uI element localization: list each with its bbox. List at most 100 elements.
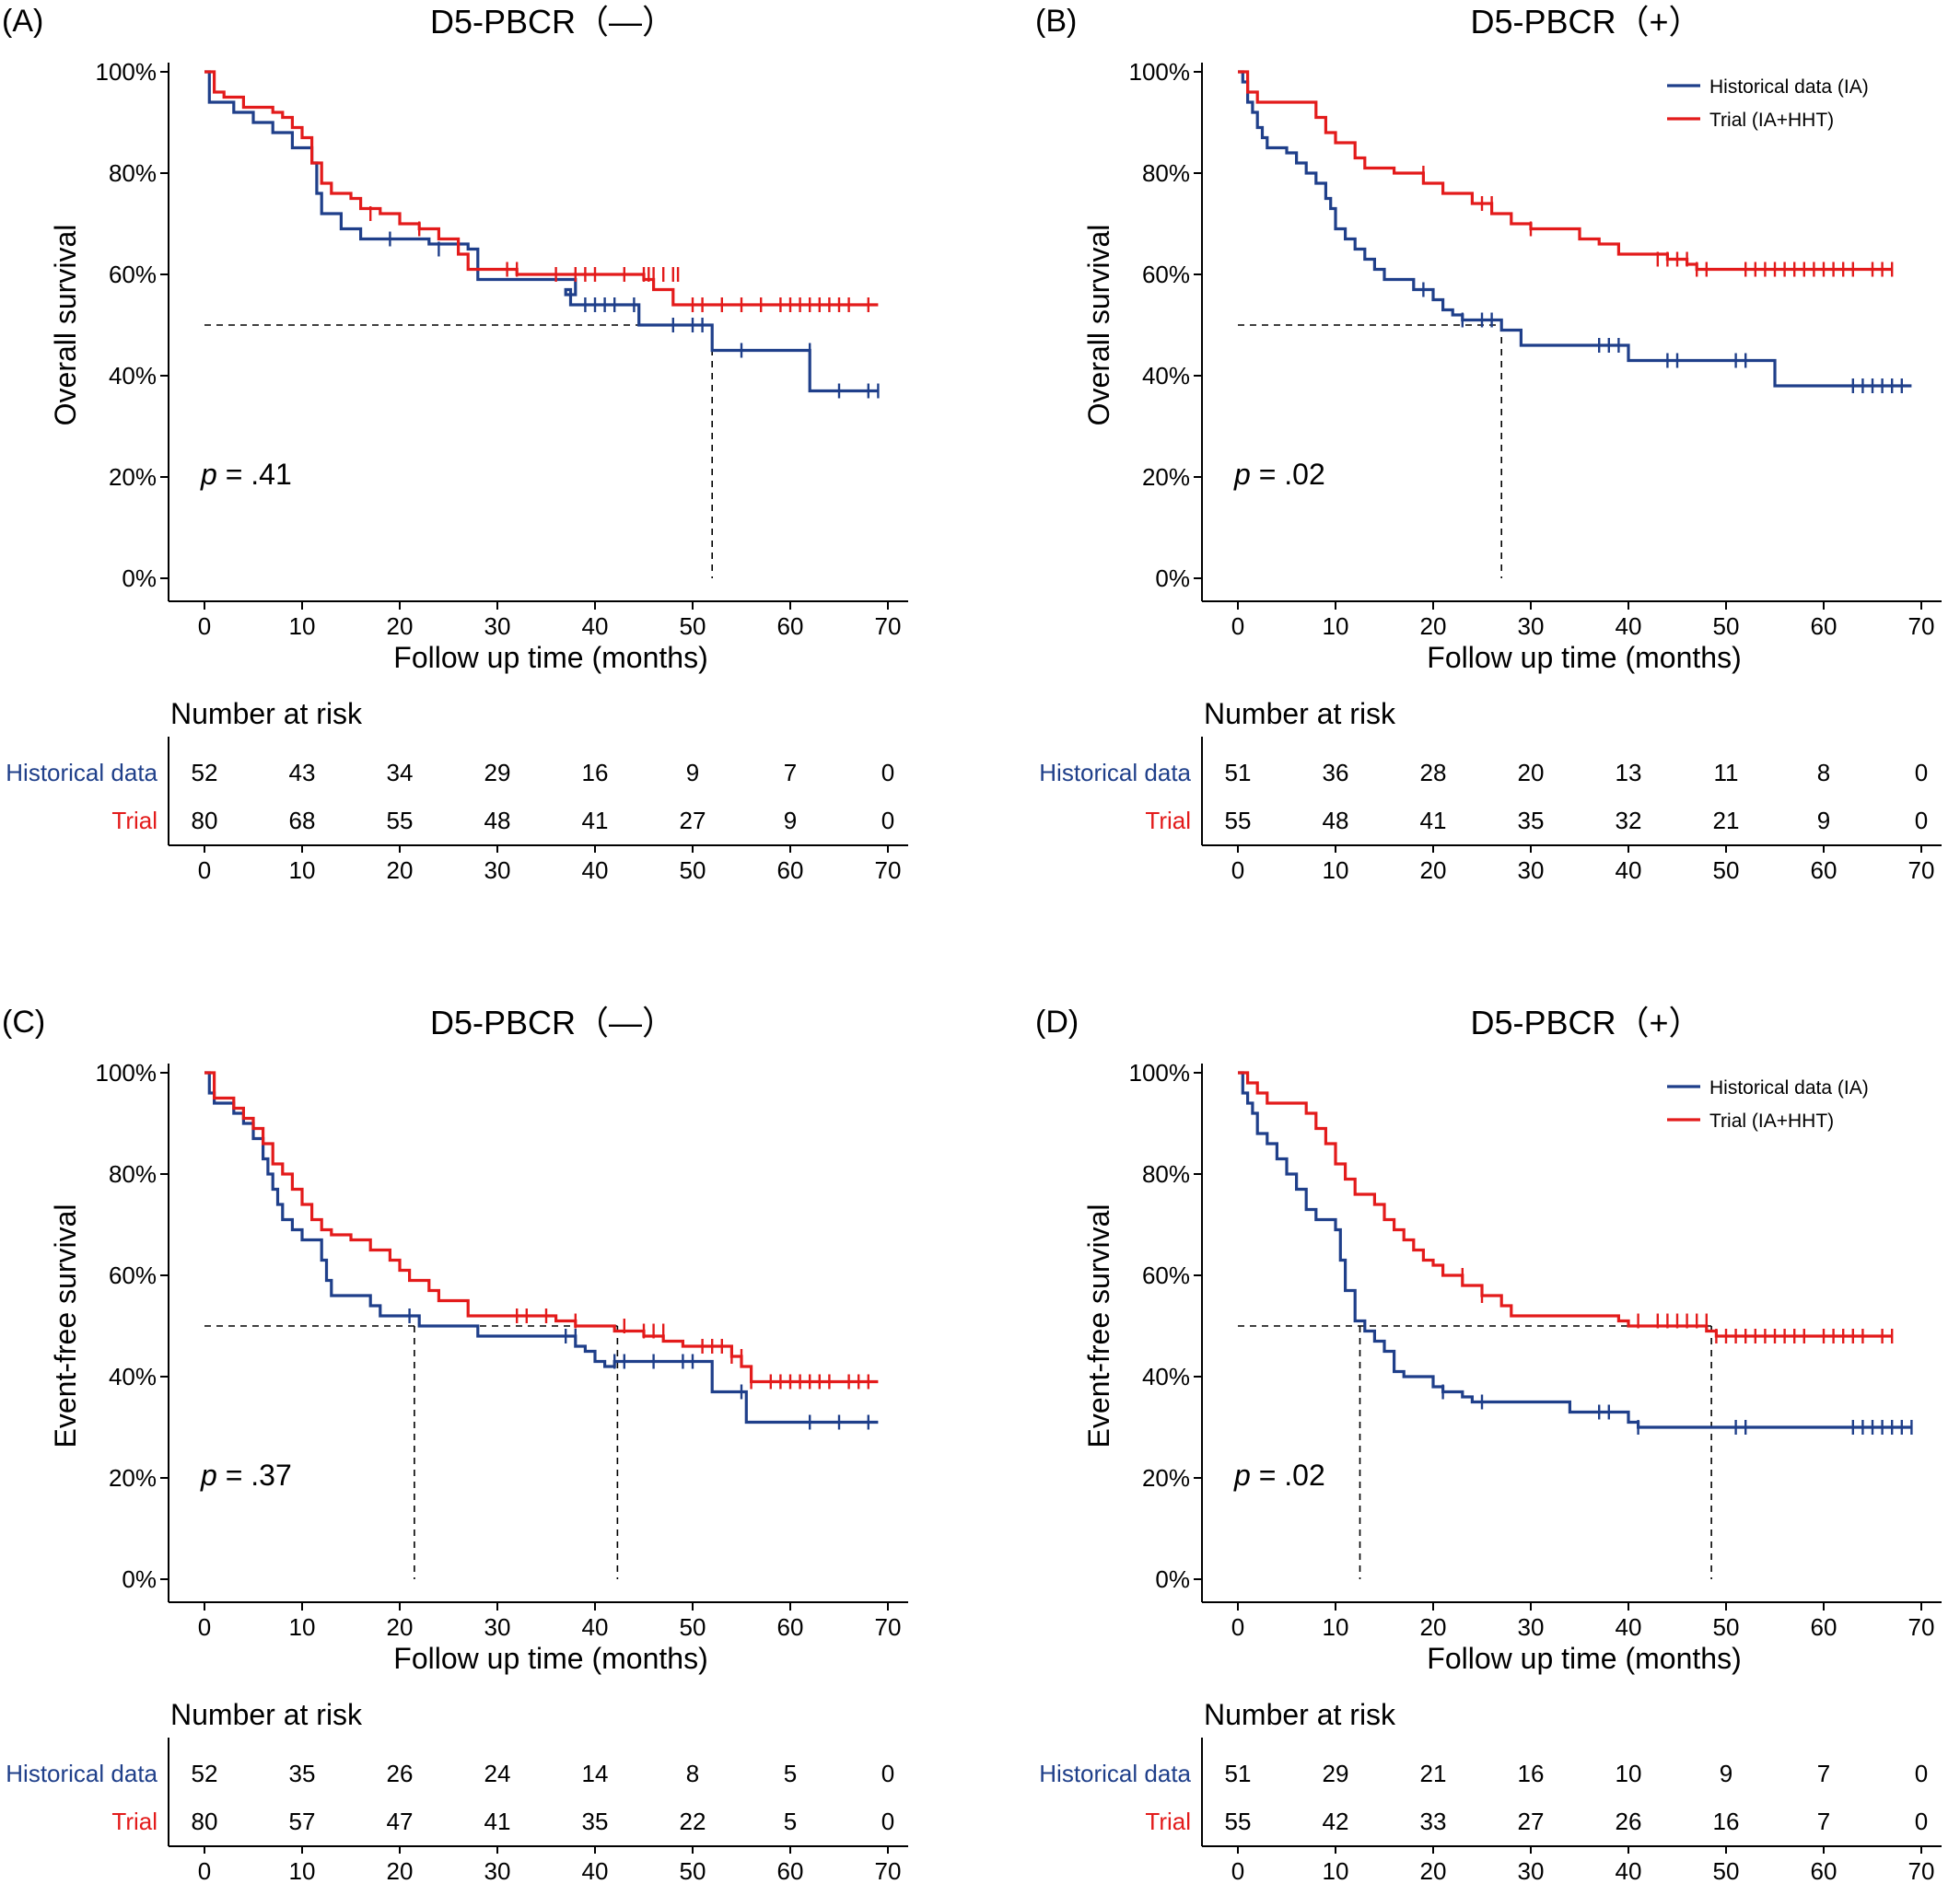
p-value: p = .41 xyxy=(200,458,292,491)
risk-row-label-trial: Trial xyxy=(111,1808,158,1835)
x-tick-label: 40 xyxy=(582,1613,609,1641)
risk-x-tick-label: 30 xyxy=(484,856,511,884)
x-axis-label: Follow up time (months) xyxy=(393,1642,707,1675)
risk-x-tick-label: 10 xyxy=(1323,1857,1349,1884)
y-tick-label: 80% xyxy=(1142,1160,1190,1188)
risk-value: 48 xyxy=(484,807,511,834)
risk-value: 16 xyxy=(1518,1760,1545,1787)
p-value-symbol: p xyxy=(1233,1459,1251,1492)
panel-letter: (B) xyxy=(1035,4,1077,39)
risk-value: 0 xyxy=(881,807,894,834)
y-tick-label: 80% xyxy=(1142,159,1190,187)
x-tick-label: 20 xyxy=(387,612,414,640)
risk-x-tick-label: 10 xyxy=(289,856,316,884)
historical-survival-curve xyxy=(1238,1071,1912,1429)
risk-value: 7 xyxy=(1817,1808,1830,1835)
p-value-text: = .02 xyxy=(1251,1459,1325,1492)
p-value: p = .37 xyxy=(200,1459,292,1492)
x-axis-label: Follow up time (months) xyxy=(393,641,707,674)
risk-value: 21 xyxy=(1713,807,1740,834)
risk-value: 5 xyxy=(784,1808,797,1835)
risk-x-tick-label: 60 xyxy=(1811,1857,1838,1884)
risk-x-tick-label: 20 xyxy=(1420,856,1447,884)
risk-table-title: Number at risk xyxy=(1204,1698,1396,1731)
risk-x-tick-label: 70 xyxy=(875,1857,902,1884)
risk-x-tick-label: 70 xyxy=(1908,856,1935,884)
y-tick-label: 20% xyxy=(109,463,157,491)
risk-value: 22 xyxy=(680,1808,706,1835)
p-value-text: = .41 xyxy=(217,458,292,491)
y-tick-label: 0% xyxy=(1155,1565,1190,1593)
panel-letter: (A) xyxy=(2,4,43,39)
risk-x-tick-label: 30 xyxy=(484,1857,511,1884)
x-tick-label: 30 xyxy=(484,612,511,640)
risk-value: 13 xyxy=(1616,759,1642,786)
risk-value: 16 xyxy=(582,759,609,786)
risk-value: 29 xyxy=(484,759,511,786)
x-tick-label: 30 xyxy=(1518,1613,1545,1641)
historical-survival-curve xyxy=(1238,70,1912,388)
x-tick-label: 70 xyxy=(1908,612,1935,640)
panel-letter: (C) xyxy=(2,1005,45,1040)
y-tick-label: 20% xyxy=(1142,1464,1190,1492)
y-axis-label: Event-free survival xyxy=(49,1204,82,1448)
p-value-text: = .02 xyxy=(1251,458,1325,491)
risk-value: 55 xyxy=(1225,807,1252,834)
p-value-symbol: p xyxy=(200,1459,217,1492)
x-tick-label: 30 xyxy=(484,1613,511,1641)
risk-x-tick-label: 40 xyxy=(582,1857,609,1884)
legend-label: Trial (IA+HHT) xyxy=(1709,1111,1834,1132)
trial-survival-curve xyxy=(1238,1071,1893,1338)
y-tick-label: 100% xyxy=(1129,58,1191,86)
x-tick-label: 20 xyxy=(1420,1613,1447,1641)
risk-value: 7 xyxy=(1817,1760,1830,1787)
risk-x-tick-label: 50 xyxy=(680,856,706,884)
p-value-text: = .37 xyxy=(217,1459,292,1492)
x-tick-label: 20 xyxy=(1420,612,1447,640)
x-tick-label: 0 xyxy=(198,612,211,640)
risk-value: 0 xyxy=(1915,1760,1928,1787)
y-tick-label: 80% xyxy=(109,1160,157,1188)
risk-value: 34 xyxy=(387,759,414,786)
y-axis-label: Overall survival xyxy=(1082,225,1115,426)
risk-value: 55 xyxy=(1225,1808,1252,1835)
risk-value: 35 xyxy=(1518,807,1545,834)
x-tick-label: 50 xyxy=(680,612,706,640)
x-tick-label: 50 xyxy=(1713,612,1740,640)
panel-b: (B) D5-PBCR（+） 0% 20% 40% 60% 80% 100% 0 10 20 30 40… xyxy=(1035,3,1942,884)
y-tick-label: 100% xyxy=(96,1059,158,1087)
x-tick-label: 20 xyxy=(387,1613,414,1641)
risk-table-title: Number at risk xyxy=(1204,697,1396,730)
y-tick-label: 60% xyxy=(109,1262,157,1289)
risk-x-tick-label: 0 xyxy=(198,1857,211,1884)
p-value: p = .02 xyxy=(1233,458,1325,491)
x-tick-label: 10 xyxy=(289,1613,316,1641)
y-tick-label: 0% xyxy=(122,1565,157,1593)
y-tick-label: 40% xyxy=(1142,362,1190,390)
y-tick-label: 0% xyxy=(1155,564,1190,592)
x-tick-label: 0 xyxy=(1231,612,1244,640)
x-tick-label: 10 xyxy=(1323,1613,1349,1641)
risk-x-tick-label: 0 xyxy=(1231,856,1244,884)
risk-value: 9 xyxy=(784,807,797,834)
y-tick-label: 20% xyxy=(109,1464,157,1492)
x-axis-label: Follow up time (months) xyxy=(1427,641,1741,674)
risk-value: 9 xyxy=(1720,1760,1732,1787)
risk-value: 33 xyxy=(1420,1808,1447,1835)
risk-value: 0 xyxy=(1915,759,1928,786)
x-tick-label: 70 xyxy=(875,1613,902,1641)
risk-value: 43 xyxy=(289,759,316,786)
x-tick-label: 40 xyxy=(1616,1613,1642,1641)
risk-value: 80 xyxy=(192,1808,218,1835)
x-axis-label: Follow up time (months) xyxy=(1427,1642,1741,1675)
risk-x-tick-label: 60 xyxy=(777,1857,804,1884)
y-tick-label: 0% xyxy=(122,564,157,592)
risk-table-title: Number at risk xyxy=(170,697,363,730)
chart-title: D5-PBCR（+） xyxy=(1470,3,1701,41)
risk-value: 52 xyxy=(192,1760,218,1787)
risk-x-tick-label: 20 xyxy=(387,856,414,884)
y-tick-label: 40% xyxy=(1142,1363,1190,1390)
risk-value: 0 xyxy=(881,1808,894,1835)
p-value-symbol: p xyxy=(1233,458,1251,491)
y-tick-label: 100% xyxy=(96,58,158,86)
